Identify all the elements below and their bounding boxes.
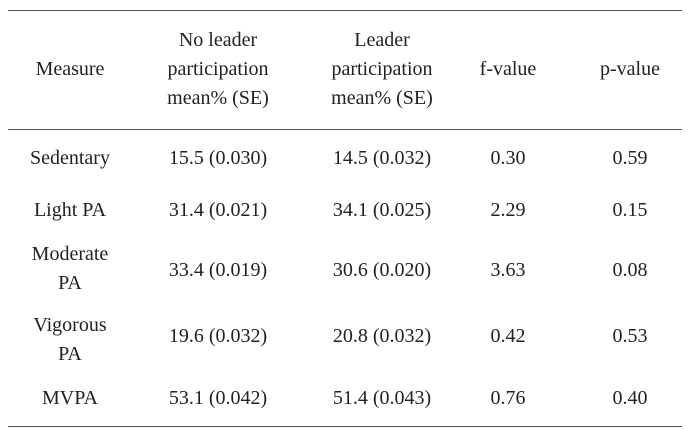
cell-leader: 51.4 (0.043): [332, 387, 432, 409]
cell-leader: 14.5 (0.032): [332, 147, 432, 169]
cell-f-value: 2.29: [490, 199, 526, 221]
cell-measure: MVPA: [42, 387, 98, 409]
header-p-value: p-value: [600, 58, 660, 80]
header-f-value: f-value: [479, 58, 537, 80]
cell-p-value: 0.40: [612, 387, 648, 409]
cell-f-value: 0.42: [490, 325, 526, 347]
cell-no-leader: 33.4 (0.019): [168, 259, 268, 281]
cell-f-value: 0.76: [490, 387, 526, 409]
cell-measure: Sedentary: [30, 147, 110, 169]
cell-p-value: 0.59: [612, 147, 648, 169]
cell-measure: Vigorous PA: [33, 314, 107, 365]
cell-no-leader: 53.1 (0.042): [168, 387, 268, 409]
cell-p-value: 0.08: [612, 259, 648, 281]
cell-leader: 34.1 (0.025): [332, 199, 432, 221]
cell-measure: Light PA: [33, 199, 107, 221]
cell-leader: 30.6 (0.020): [332, 259, 432, 281]
cell-f-value: 0.30: [490, 147, 526, 169]
cell-leader: 20.8 (0.032): [332, 325, 432, 347]
table-header-rule: [8, 129, 682, 130]
header-leader: Leader participation mean% (SE): [331, 29, 433, 109]
cell-measure: Moderate PA: [31, 243, 109, 294]
header-no-leader: No leader participation mean% (SE): [167, 29, 269, 109]
cell-no-leader: 31.4 (0.021): [168, 199, 268, 221]
cell-no-leader: 15.5 (0.030): [168, 147, 268, 169]
cell-no-leader: 19.6 (0.032): [168, 325, 268, 347]
table-bottom-rule: [8, 426, 682, 427]
header-measure: Measure: [35, 58, 105, 80]
cell-p-value: 0.15: [612, 199, 648, 221]
cell-p-value: 0.53: [612, 325, 648, 347]
cell-f-value: 3.63: [490, 259, 526, 281]
table-top-rule: [8, 10, 682, 11]
